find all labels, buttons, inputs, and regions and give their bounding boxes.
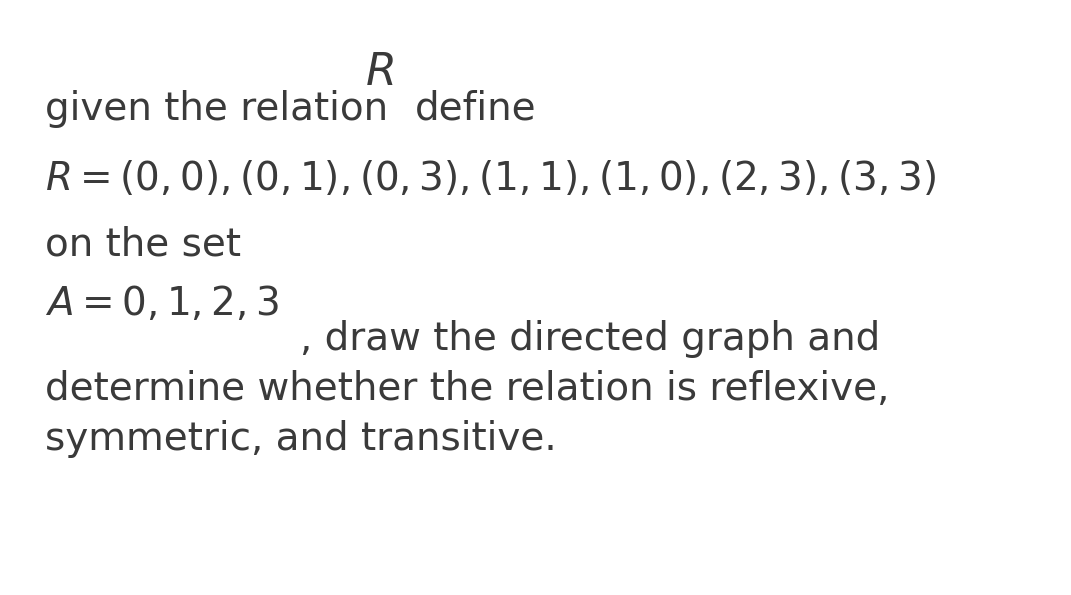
Text: $\mathit{R}$: $\mathit{R}$ <box>365 51 394 94</box>
Text: , draw the directed graph and: , draw the directed graph and <box>300 320 880 358</box>
Text: $A = 0, 1, 2, 3$: $A = 0, 1, 2, 3$ <box>45 284 278 323</box>
Text: $R = (0,0),(0,1),(0,3),(1,1),(1,0),(2,3),(3,3)$: $R = (0,0),(0,1),(0,3),(1,1),(1,0),(2,3)… <box>45 159 936 198</box>
Text: symmetric, and transitive.: symmetric, and transitive. <box>45 420 557 458</box>
Text: given the relation: given the relation <box>45 90 401 128</box>
Text: determine whether the relation is reflexive,: determine whether the relation is reflex… <box>45 370 889 408</box>
Text: define: define <box>414 90 537 128</box>
Text: on the set: on the set <box>45 225 241 263</box>
